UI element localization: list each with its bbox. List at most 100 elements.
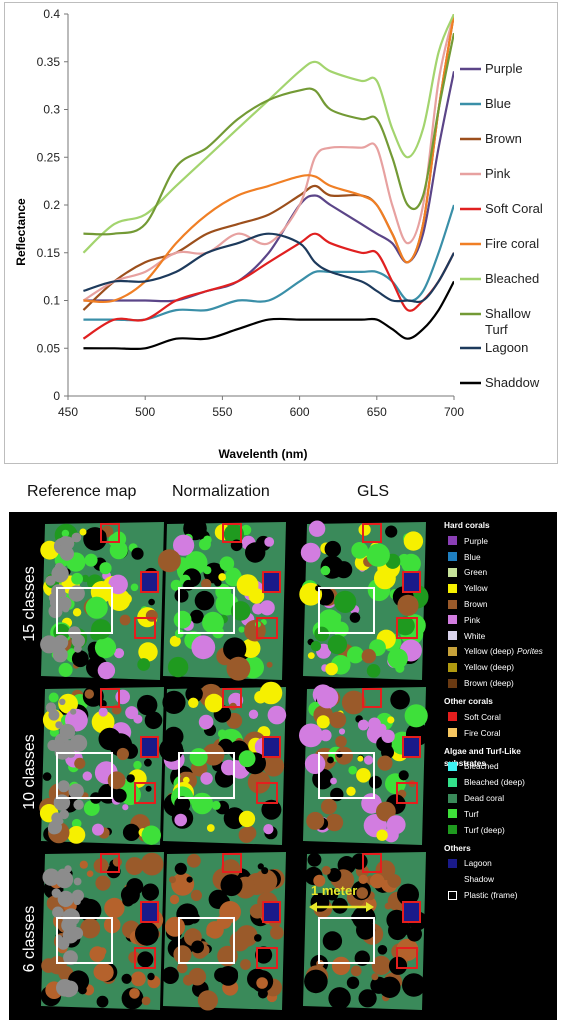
map-blob	[351, 853, 368, 870]
map-blob	[387, 716, 395, 724]
highlight-box	[134, 617, 156, 639]
legend-item-label: Lagoon	[464, 858, 492, 869]
map-blob	[357, 755, 364, 762]
map-blob	[173, 945, 192, 964]
map-blob	[108, 574, 128, 595]
series-line-3	[82, 14, 454, 302]
legend-color-swatch	[448, 777, 457, 787]
map-blob	[79, 528, 87, 536]
map-blob	[327, 756, 334, 764]
highlight-box	[140, 736, 159, 758]
legend-item-label: Brown (deep)	[464, 678, 514, 689]
map-blob	[200, 772, 213, 785]
legend-item-label: Soft Coral	[464, 711, 501, 722]
legend-item-label: Blue	[464, 551, 481, 562]
legend-item-label: Purple	[464, 535, 488, 546]
legend-item-label: Shadow	[464, 874, 494, 885]
map-blob	[126, 774, 135, 783]
frame-rect	[318, 752, 375, 799]
map-blob	[386, 815, 406, 835]
map-blob	[366, 664, 381, 678]
map-blob	[191, 635, 216, 660]
legend-item: White	[444, 628, 556, 644]
map-blob	[223, 807, 246, 830]
map-blob	[67, 895, 75, 903]
series-line-6	[82, 14, 454, 254]
reflectance-chart-svg: 0 0.05 0.1 0.15 0.2 0.25 0.3 0.35 0.4 450 500 550 60…	[14, 7, 543, 461]
map-blob	[320, 565, 331, 576]
map-blob	[395, 616, 415, 636]
y-tick-label: 0.4	[43, 7, 60, 21]
map-blob	[307, 652, 315, 659]
map-blob	[144, 711, 163, 730]
legend-color-swatch	[448, 890, 457, 900]
map-blob	[141, 883, 159, 901]
legend-item: Bleached (deep)	[444, 774, 556, 790]
x-tick-label: 650	[367, 405, 387, 419]
highlight-box	[222, 523, 242, 543]
map-blob	[60, 536, 75, 550]
map-blob	[316, 715, 330, 729]
map-blob	[141, 996, 151, 1006]
map-blob	[113, 648, 125, 659]
highlight-box	[396, 782, 418, 804]
map-blob	[322, 931, 343, 951]
legend-item-label: Yellow (deep)	[464, 662, 514, 673]
map-blob	[401, 553, 421, 574]
map-blob	[131, 547, 144, 560]
map-blob	[226, 656, 251, 681]
map-blob	[177, 962, 188, 974]
map-blob	[238, 750, 256, 768]
map-blob	[131, 971, 146, 987]
map-blob	[174, 862, 187, 875]
map-blob	[325, 662, 338, 676]
map-blob	[397, 883, 419, 906]
y-tick-label: 0.2	[43, 198, 60, 212]
map-blob	[206, 824, 215, 832]
legend-group-title: Other corals	[444, 695, 493, 706]
map-blob	[148, 598, 155, 606]
map-blob	[94, 637, 117, 659]
map-blob	[73, 799, 84, 810]
map-blob	[261, 867, 269, 875]
y-axis-label: Reflectance	[14, 198, 28, 266]
legend-item: Turf (deep)	[444, 822, 556, 838]
legend-item-label: Plastic (frame)	[464, 890, 518, 901]
map-blob	[341, 690, 366, 715]
legend-item-label: Bleached (deep)	[464, 777, 525, 788]
map-blob	[42, 868, 60, 886]
map-blob	[384, 902, 392, 910]
map-blob	[261, 799, 282, 820]
map-blob	[376, 829, 388, 841]
highlight-box	[262, 736, 281, 758]
map-blob	[72, 608, 82, 617]
highlight-box	[222, 688, 242, 708]
highlight-box	[262, 901, 281, 923]
map-blob	[376, 801, 396, 822]
map-blob	[349, 612, 361, 623]
map-blob	[183, 579, 194, 591]
map-blob	[203, 566, 212, 575]
legend-color-swatch	[448, 536, 457, 546]
map-blob	[91, 619, 112, 640]
frame-rect	[56, 752, 113, 799]
map-blob	[48, 820, 62, 835]
map-blob	[85, 596, 108, 619]
map-blob	[358, 874, 368, 884]
map-blob	[41, 958, 56, 973]
map-blob	[330, 787, 344, 802]
legend-color-swatch	[448, 567, 457, 577]
map-blob	[197, 990, 218, 1011]
map-blob	[266, 661, 273, 668]
map-blob	[188, 697, 199, 708]
map-blob	[263, 824, 274, 835]
map-blob	[63, 950, 78, 965]
map-blob	[201, 578, 212, 590]
class-map-r1-c0	[39, 685, 164, 845]
highlight-box	[402, 571, 421, 593]
map-blob	[145, 785, 152, 792]
map-blob	[147, 972, 155, 981]
column-title-reference: Reference map	[27, 483, 137, 500]
map-blob	[368, 775, 382, 789]
map-blob	[107, 771, 126, 790]
